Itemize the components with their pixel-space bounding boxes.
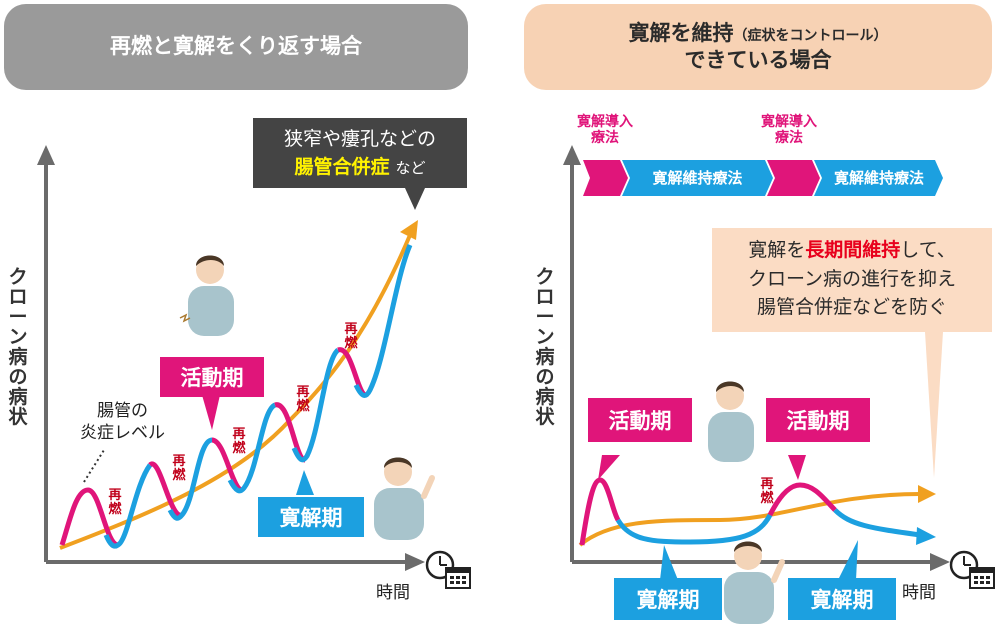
induction-therapy-label-1: 寛解導入 療法 bbox=[570, 114, 640, 146]
right-callout-pointer bbox=[925, 332, 943, 478]
left-wave-blue-3 bbox=[227, 402, 277, 494]
left-x-axis-label: 時間 bbox=[376, 583, 410, 603]
right-callout: 寛解を長期間維持して、 クローン病の進行を抑え 腸管合併症などを防ぐ bbox=[712, 228, 992, 332]
right-y-axis-label: クローン病の病状 bbox=[535, 266, 555, 428]
right-remission-tag-1: 寛解期 bbox=[614, 578, 722, 620]
level-label-line2: 炎症レベル bbox=[80, 423, 165, 444]
right-curve-blue-2 bbox=[833, 508, 921, 538]
left-y-axis-label: クローン病の病状 bbox=[8, 266, 28, 428]
induction-chevron-2 bbox=[767, 160, 820, 196]
left-callout: 狭窄や瘻孔などの 腸管合併症 など bbox=[253, 118, 467, 188]
left-patient-happy-illustration bbox=[374, 457, 435, 540]
left-relapse-label-3: 再燃 bbox=[232, 427, 246, 456]
left-wave-pink-2 bbox=[86, 487, 120, 548]
left-patient-pain-illustration bbox=[179, 255, 234, 336]
level-label-line1: 腸管の bbox=[97, 401, 148, 421]
left-x-axis-arrowhead bbox=[405, 553, 425, 571]
right-blue-arrowhead bbox=[916, 527, 936, 545]
induction-chevron-1 bbox=[583, 160, 628, 196]
inflammation-level-label: 腸管の 炎症レベル bbox=[80, 400, 165, 444]
right-remission-pointer-1 bbox=[660, 545, 678, 580]
left-panel-header: 再燃と寛解をくり返す場合 bbox=[4, 4, 468, 90]
right-header-small: （症状をコントロール） bbox=[733, 27, 888, 44]
left-callout-line2: 腸管合併症 など bbox=[265, 154, 455, 182]
right-active-pointer-2 bbox=[788, 455, 806, 480]
right-callout-suffix: して、 bbox=[900, 239, 956, 261]
left-relapse-label-2: 再燃 bbox=[172, 454, 186, 483]
right-y-axis-arrowhead bbox=[563, 145, 581, 165]
right-callout-line1: 寛解を長期間維持して、 bbox=[722, 236, 982, 265]
right-remission-pointer-2 bbox=[838, 540, 858, 580]
left-orange-arrowhead bbox=[400, 220, 418, 240]
right-patient-pain-illustration bbox=[708, 381, 754, 462]
left-callout-suffix: など bbox=[395, 158, 426, 177]
left-remission-pointer bbox=[296, 470, 314, 495]
right-active-pointer-1 bbox=[598, 455, 620, 480]
left-wave-pink-1 bbox=[59, 487, 89, 546]
right-callout-highlight: 長期間維持 bbox=[805, 239, 901, 261]
left-y-axis-arrowhead bbox=[37, 145, 55, 165]
induction-label-1-line1: 寛解導入 bbox=[577, 114, 633, 130]
left-clock-calendar-icon bbox=[425, 550, 471, 589]
left-callout-pointer bbox=[405, 188, 425, 210]
left-callout-line1: 狭窄や瘻孔などの bbox=[283, 128, 436, 150]
right-header-main: 寛解を維持 bbox=[628, 20, 734, 45]
right-callout-line3: 腸管合併症などを防ぐ bbox=[756, 296, 947, 318]
right-callout-prefix: 寛解を bbox=[748, 239, 806, 261]
right-active-tag-1: 活動期 bbox=[588, 398, 692, 442]
maintenance-therapy-label-1: 寛解維持療法 bbox=[652, 169, 743, 187]
maintenance-therapy-label-2: 寛解維持療法 bbox=[833, 169, 924, 187]
right-patient-happy-illustration bbox=[724, 541, 785, 624]
induction-therapy-label-2: 寛解導入 療法 bbox=[754, 114, 824, 146]
right-curve-pink-1 bbox=[579, 477, 621, 546]
left-wave-pink-3 bbox=[148, 461, 183, 518]
right-x-axis-arrowhead bbox=[930, 553, 950, 571]
induction-label-2-line1: 寛解導入 bbox=[761, 114, 817, 130]
left-wave-blue-5 bbox=[353, 244, 413, 398]
right-curve-blue-1 bbox=[615, 513, 773, 545]
left-relapse-label-1: 再燃 bbox=[108, 488, 122, 517]
right-panel-header: 寛解を維持（症状をコントロール） できている場合 bbox=[524, 4, 992, 90]
right-header-line1: 寛解を維持（症状をコントロール） bbox=[629, 20, 888, 47]
left-relapse-label-5: 再燃 bbox=[344, 322, 358, 351]
left-wave-blue-4 bbox=[291, 348, 340, 463]
right-orange-line bbox=[578, 492, 921, 547]
right-active-tag-2: 活動期 bbox=[766, 398, 870, 442]
left-active-tag: 活動期 bbox=[160, 357, 264, 397]
left-active-pointer bbox=[202, 395, 220, 430]
right-callout-line2: クローン病の進行を抑え bbox=[747, 267, 957, 290]
right-relapse-label: 再燃 bbox=[760, 477, 774, 506]
right-curve-pink-2 bbox=[767, 482, 837, 517]
left-header-text: 再燃と寛解をくり返す場合 bbox=[110, 34, 362, 59]
maintenance-chevron-1 bbox=[622, 160, 773, 196]
left-relapse-label-4: 再燃 bbox=[296, 385, 310, 414]
induction-label-1-line2: 療法 bbox=[591, 130, 619, 147]
right-header-line2: できている場合 bbox=[684, 48, 832, 72]
level-leader-line bbox=[83, 449, 105, 483]
right-remission-tag-2: 寛解期 bbox=[788, 578, 896, 620]
right-orange-arrowhead bbox=[918, 485, 936, 503]
left-wave-blue-1 bbox=[103, 463, 153, 549]
right-x-axis-label: 時間 bbox=[902, 583, 936, 603]
left-callout-highlight: 腸管合併症 bbox=[294, 155, 390, 178]
induction-label-2-line2: 療法 bbox=[775, 130, 803, 147]
right-clock-calendar-icon bbox=[949, 550, 995, 589]
left-wave-blue-2 bbox=[167, 437, 213, 521]
left-remission-tag: 寛解期 bbox=[258, 497, 364, 537]
maintenance-chevron-2 bbox=[814, 160, 943, 196]
